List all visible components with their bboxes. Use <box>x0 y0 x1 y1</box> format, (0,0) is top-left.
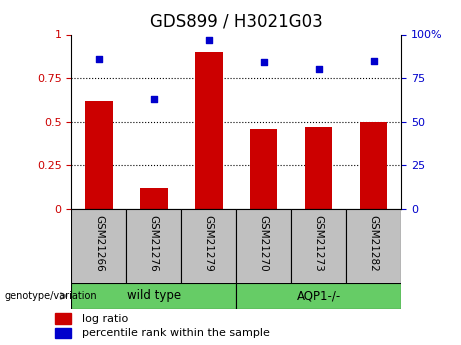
Bar <box>250 129 278 209</box>
Bar <box>236 209 291 285</box>
Bar <box>305 127 332 209</box>
Bar <box>126 209 181 285</box>
Bar <box>291 209 346 285</box>
Text: GSM21270: GSM21270 <box>259 215 269 272</box>
Text: log ratio: log ratio <box>82 314 128 324</box>
Text: GSM21279: GSM21279 <box>204 215 214 272</box>
Point <box>370 58 377 63</box>
Text: GSM21282: GSM21282 <box>369 215 378 272</box>
Text: GSM21273: GSM21273 <box>313 215 324 272</box>
Point <box>315 67 322 72</box>
Bar <box>85 101 112 209</box>
Text: GSM21266: GSM21266 <box>94 215 104 272</box>
Text: percentile rank within the sample: percentile rank within the sample <box>82 328 270 338</box>
Bar <box>140 188 168 209</box>
Point <box>95 56 103 62</box>
Bar <box>195 52 223 209</box>
Point <box>150 96 158 102</box>
Point <box>260 60 267 65</box>
Bar <box>71 283 236 309</box>
Bar <box>55 328 71 338</box>
Bar <box>181 209 236 285</box>
Bar <box>360 122 387 209</box>
Text: AQP1-/-: AQP1-/- <box>296 289 341 302</box>
Bar <box>71 209 126 285</box>
Bar <box>346 209 401 285</box>
Point <box>205 37 213 42</box>
Text: GSM21276: GSM21276 <box>149 215 159 272</box>
Bar <box>236 283 401 309</box>
Text: wild type: wild type <box>127 289 181 302</box>
Title: GDS899 / H3021G03: GDS899 / H3021G03 <box>150 12 323 30</box>
Bar <box>55 313 71 324</box>
Text: genotype/variation: genotype/variation <box>5 291 97 301</box>
